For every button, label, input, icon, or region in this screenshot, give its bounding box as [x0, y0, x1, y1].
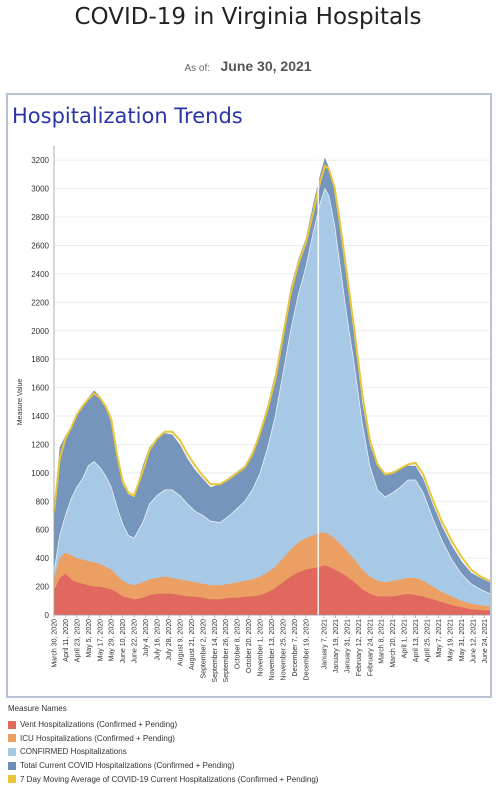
legend: Measure Names Vent Hospitalizations (Con… [8, 704, 318, 786]
x-tick-label: August 9, 2020 [177, 619, 184, 666]
legend-item: ICU Hospitalizations (Confirmed + Pendin… [8, 732, 318, 746]
y-tick-label: 2800 [31, 213, 49, 222]
y-tick-label: 600 [36, 526, 50, 535]
y-tick-label: 1200 [31, 440, 49, 449]
legend-swatch [8, 734, 16, 743]
x-tick-label: January 19, 2021 [333, 619, 340, 673]
x-tick-label: March 20, 2021 [390, 619, 397, 668]
y-tick-label: 2600 [31, 241, 49, 250]
x-tick-label: September 14, 2020 [212, 619, 219, 683]
as-of-label: As of: [184, 63, 211, 74]
as-of-date: June 30, 2021 [220, 58, 312, 74]
x-tick-label: June 22, 2020 [132, 619, 139, 663]
legend-item: CONFIRMED Hospitalizations [8, 745, 318, 759]
y-tick-label: 2400 [31, 270, 49, 279]
x-tick-label: November 25, 2020 [281, 619, 288, 681]
y-tick-label: 2200 [31, 298, 49, 307]
legend-label: 7 Day Moving Average of COVID-19 Current… [20, 774, 319, 784]
x-tick-label: February 12, 2021 [356, 619, 363, 676]
x-tick-label: March 8, 2021 [379, 619, 386, 664]
x-tick-label: September 26, 2020 [223, 619, 230, 683]
y-tick-label: 400 [36, 554, 50, 563]
x-tick-label: February 24, 2021 [367, 619, 374, 676]
x-tick-label: May 29, 2020 [109, 619, 116, 662]
y-tick-label: 3200 [31, 156, 49, 165]
y-tick-label: 0 [45, 611, 50, 620]
x-tick-label: September 2, 2020 [200, 619, 207, 679]
legend-label: Vent Hospitalizations (Confirmed + Pendi… [20, 720, 178, 730]
panel-title: Hospitalization Trends [12, 104, 243, 128]
legend-label: CONFIRMED Hospitalizations [20, 747, 127, 757]
legend-swatch [8, 720, 16, 729]
y-tick-label: 2000 [31, 327, 49, 336]
legend-label: ICU Hospitalizations (Confirmed + Pendin… [20, 733, 175, 743]
y-tick-label: 1000 [31, 469, 49, 478]
x-tick-label: July 28, 2020 [166, 619, 173, 661]
legend-title: Measure Names [8, 704, 67, 713]
x-tick-label: April 23, 2020 [74, 619, 81, 662]
legend-swatch [8, 775, 16, 784]
legend-swatch [8, 747, 16, 756]
y-tick-label: 800 [36, 497, 50, 506]
x-tick-label: April 11, 2020 [63, 619, 70, 662]
confirmed-hospitalizations-area [54, 188, 490, 615]
x-tick-label: November 1, 2020 [258, 619, 265, 677]
y-tick-label: 1600 [31, 384, 49, 393]
y-tick-label: 200 [36, 583, 50, 592]
x-tick-label: April 25, 2021 [425, 619, 432, 662]
as-of-line: As of: June 30, 2021 [0, 58, 496, 76]
y-tick-label: 3000 [31, 185, 49, 194]
x-tick-label: January 7, 2021 [322, 619, 329, 669]
legend-swatch [8, 761, 16, 770]
x-tick-label: June 24, 2021 [482, 619, 489, 663]
x-tick-label: June 12, 2021 [470, 619, 477, 663]
legend-item: 7 Day Moving Average of COVID-19 Current… [8, 772, 318, 786]
y-tick-label: 1400 [31, 412, 49, 421]
x-tick-label: March 30, 2020 [52, 619, 59, 668]
confirmed-hospitalizations-edge [53, 187, 491, 595]
x-tick-label: May 19, 2021 [447, 619, 454, 662]
x-tick-label: November 13, 2020 [269, 619, 276, 681]
x-tick-label: May 31, 2021 [459, 619, 466, 662]
x-tick-label: June 10, 2020 [120, 619, 127, 663]
area-series [53, 157, 491, 615]
page-title: COVID-19 in Virginia Hospitals [74, 4, 422, 30]
x-tick-label: December 7, 2020 [292, 619, 299, 677]
x-tick-label: April 13, 2021 [413, 619, 420, 662]
x-tick-label: December 19, 2020 [303, 619, 310, 681]
x-tick-label: July 16, 2020 [155, 619, 162, 661]
x-tick-label: May 17, 2020 [97, 619, 104, 662]
x-tick-label: August 21, 2020 [189, 619, 196, 670]
x-tick-label: May 7, 2021 [436, 619, 443, 658]
x-tick-labels: March 30, 2020 April 11, 2020 April 23, 20… [52, 619, 489, 683]
x-tick-label: July 4, 2020 [143, 619, 150, 657]
legend-item: Vent Hospitalizations (Confirmed + Pendi… [8, 718, 318, 732]
seven-day-average-line [53, 164, 491, 582]
y-tick-labels: 0 200 400 600 800 1000 1200 1400 1600 1800 2000 220… [31, 156, 49, 620]
axes [53, 146, 490, 618]
legend-item: Total Current COVID Hospitalizations (Co… [8, 759, 318, 773]
x-tick-label: January 31, 2021 [344, 619, 351, 673]
x-tick-label: October 8, 2020 [235, 619, 242, 669]
line-series [53, 146, 491, 615]
y-tick-label: 1800 [31, 355, 49, 364]
x-tick-label: May 5, 2020 [86, 619, 93, 658]
x-tick-label: April 1, 2021 [402, 619, 409, 658]
vent-hospitalizations-area [54, 565, 490, 615]
legend-label: Total Current COVID Hospitalizations (Co… [20, 761, 235, 771]
y-axis-label: Measure Value [17, 379, 24, 426]
x-tick-label: October 20, 2020 [246, 619, 253, 673]
